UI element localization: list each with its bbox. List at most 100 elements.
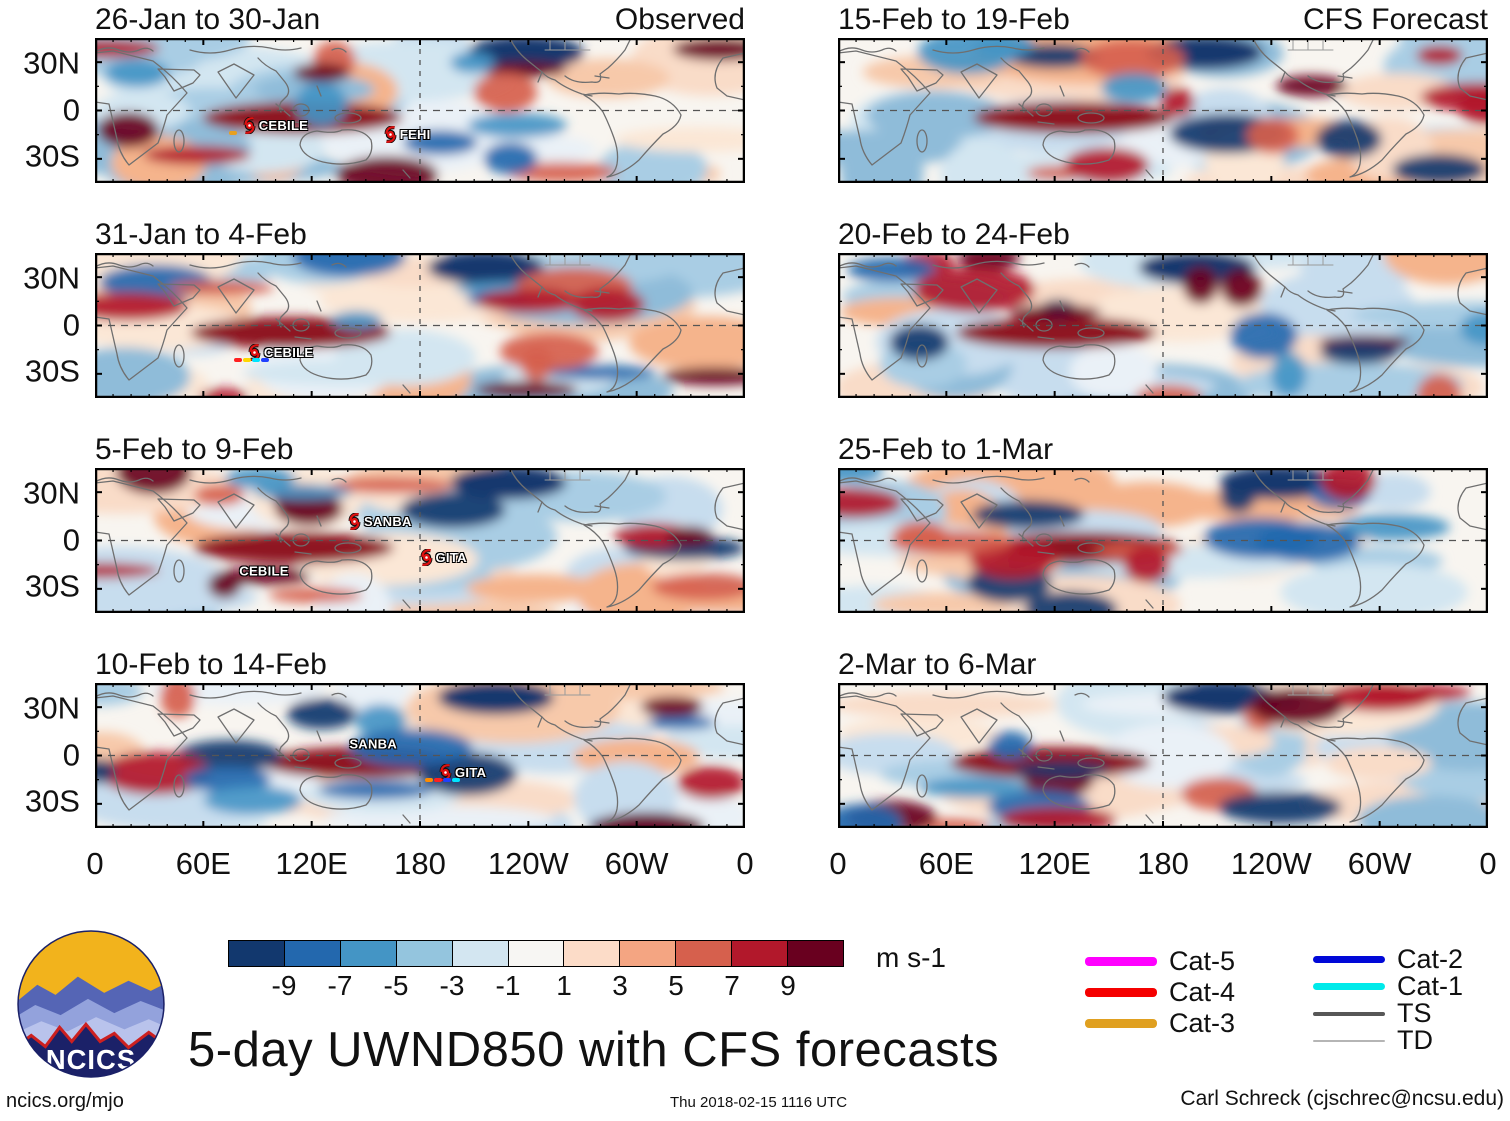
x-tick-label: 180 — [394, 846, 446, 881]
panel-title: 25-Feb to 1-Mar — [838, 433, 1488, 468]
colorbar-cell — [229, 941, 285, 966]
storm-track-segment — [228, 131, 237, 136]
panel-title: 15-Feb to 19-Feb CFS Forecast — [838, 3, 1488, 38]
colorbar-tick: -9 — [271, 970, 297, 1001]
panel-date-range: 10-Feb to 14-Feb — [95, 648, 327, 681]
y-tick-label: 0 — [62, 306, 80, 342]
colorbar-tick: -5 — [383, 970, 409, 1001]
storm-marker-cebile: CEBILE — [228, 117, 309, 136]
storm-track — [233, 358, 269, 363]
legend-line — [1313, 1039, 1385, 1042]
colorbar-tick: 5 — [668, 970, 684, 1001]
map-panel-2: CEBILE — [95, 253, 745, 398]
author-credit: Carl Schreck (cjschrec@ncsu.edu) — [1180, 1087, 1504, 1110]
y-axis-labels-2: 30N 0 30S — [0, 253, 86, 398]
storm-track-segment — [452, 777, 460, 782]
panel-forecast-1: 15-Feb to 19-Feb CFS Forecast — [838, 3, 1488, 184]
panel-observed-2: 31-Jan to 4-Feb CEBILE — [95, 218, 745, 399]
y-tick-label: 30S — [24, 568, 80, 604]
legend-line — [1085, 988, 1157, 997]
x-tick-label: 120W — [487, 846, 569, 881]
legend-line — [1313, 956, 1385, 963]
panel-title: 31-Jan to 4-Feb — [95, 218, 745, 253]
y-tick-label: 30S — [24, 783, 80, 819]
colorbar-tick: 7 — [724, 970, 740, 1001]
storm-marker-cebile: CEBILE — [239, 563, 288, 578]
storm-marker-sanba: SANBA — [349, 736, 397, 751]
wind-anomaly-field — [95, 468, 745, 613]
x-tick-label: 180 — [1137, 846, 1189, 881]
map-panel-8 — [838, 683, 1488, 828]
panel-title: 10-Feb to 14-Feb — [95, 648, 745, 683]
legend-item-cat-1: Cat-1 — [1313, 973, 1463, 1000]
x-tick-label: 60W — [1347, 846, 1412, 881]
storm-label: FEHI — [399, 127, 431, 143]
storm-label: CEBILE — [263, 345, 314, 361]
panel-forecast-3: 25-Feb to 1-Mar — [838, 433, 1488, 614]
hurricane-icon — [418, 549, 435, 566]
legend-item-ts: TS — [1313, 1000, 1463, 1027]
y-tick-label: 0 — [62, 736, 80, 772]
y-tick-label: 30N — [23, 475, 80, 511]
y-tick-label: 30S — [24, 353, 80, 389]
x-tick-label: 60E — [918, 846, 974, 881]
colorbar-cell — [452, 941, 509, 966]
storm-label: CEBILE — [239, 563, 289, 579]
panel-observed-3: 5-Feb to 9-Feb SANBA GITA — [95, 433, 745, 614]
y-axis-labels-1: 30N 0 30S — [0, 38, 86, 183]
x-axis-labels-right: 0 60E 120E 180 120W 60W 0 — [829, 842, 1496, 882]
legend-item-cat-3: Cat-3 — [1085, 1008, 1235, 1039]
legend-line — [1085, 1019, 1157, 1028]
figure-title: 5-day UWND850 with CFS forecasts — [188, 1023, 1000, 1077]
panel-title: 2-Mar to 6-Mar — [838, 648, 1488, 683]
storm-marker-cebile: CEBILE — [233, 344, 314, 363]
legend-label: Cat-3 — [1169, 1008, 1236, 1038]
panel-title: 26-Jan to 30-Jan Observed — [95, 3, 745, 38]
panel-date-range: 15-Feb to 19-Feb — [838, 3, 1070, 36]
legend-label: Cat-4 — [1169, 977, 1236, 1007]
y-tick-label: 30N — [23, 45, 80, 81]
panel-title: 5-Feb to 9-Feb — [95, 433, 745, 468]
storm-marker-fehi: FEHI — [382, 126, 431, 143]
column-header-forecast: CFS Forecast — [1302, 3, 1488, 36]
map-panel-5 — [838, 38, 1488, 183]
panel-date-range: 5-Feb to 9-Feb — [95, 433, 294, 466]
map-panel-6 — [838, 253, 1488, 398]
x-tick-label: 60W — [604, 846, 669, 881]
website-url: ncics.org/mjo — [6, 1090, 124, 1112]
storm-track-segment — [434, 777, 442, 782]
colorbar-cell — [564, 941, 621, 966]
panel-date-range: 26-Jan to 30-Jan — [95, 3, 321, 36]
colorbar-cell — [284, 941, 341, 966]
storm-label: CEBILE — [258, 118, 309, 134]
hurricane-icon — [241, 117, 258, 134]
x-tick-label: 120E — [275, 846, 348, 881]
panel-forecast-2: 20-Feb to 24-Feb — [838, 218, 1488, 399]
legend-label: TS — [1397, 998, 1432, 1028]
x-tick-label: 120W — [1230, 846, 1312, 881]
legend-label: Cat-5 — [1169, 946, 1236, 976]
storm-track-segment — [443, 777, 451, 782]
legend-column-2: Cat-2 Cat-1 TS TD — [1313, 946, 1463, 1054]
hurricane-icon — [382, 126, 399, 143]
wind-anomaly-field — [95, 683, 745, 828]
panel-date-range: 31-Jan to 4-Feb — [95, 218, 307, 251]
colorbar-cell — [788, 941, 843, 966]
storm-label: GITA — [455, 764, 487, 780]
storm-label: SANBA — [349, 736, 398, 752]
legend-label: TD — [1397, 1025, 1433, 1055]
column-header-observed: Observed — [614, 3, 745, 36]
storm-marker-sanba: SANBA — [346, 513, 412, 530]
legend-label: Cat-2 — [1397, 944, 1464, 974]
x-tick-label: 0 — [1479, 846, 1497, 881]
hurricane-icon — [346, 513, 363, 530]
storm-track — [228, 131, 237, 136]
legend-item-cat-5: Cat-5 — [1085, 946, 1235, 977]
legend-column-1: Cat-5 Cat-4 Cat-3 — [1085, 946, 1235, 1039]
colorbar-cell — [676, 941, 733, 966]
legend-label: Cat-1 — [1397, 971, 1464, 1001]
storm-track-segment — [260, 358, 269, 363]
ncics-logo: NCICS — [17, 930, 165, 1078]
storm-label: SANBA — [364, 513, 412, 529]
map-panel-4: SANBA GITA — [95, 683, 745, 828]
